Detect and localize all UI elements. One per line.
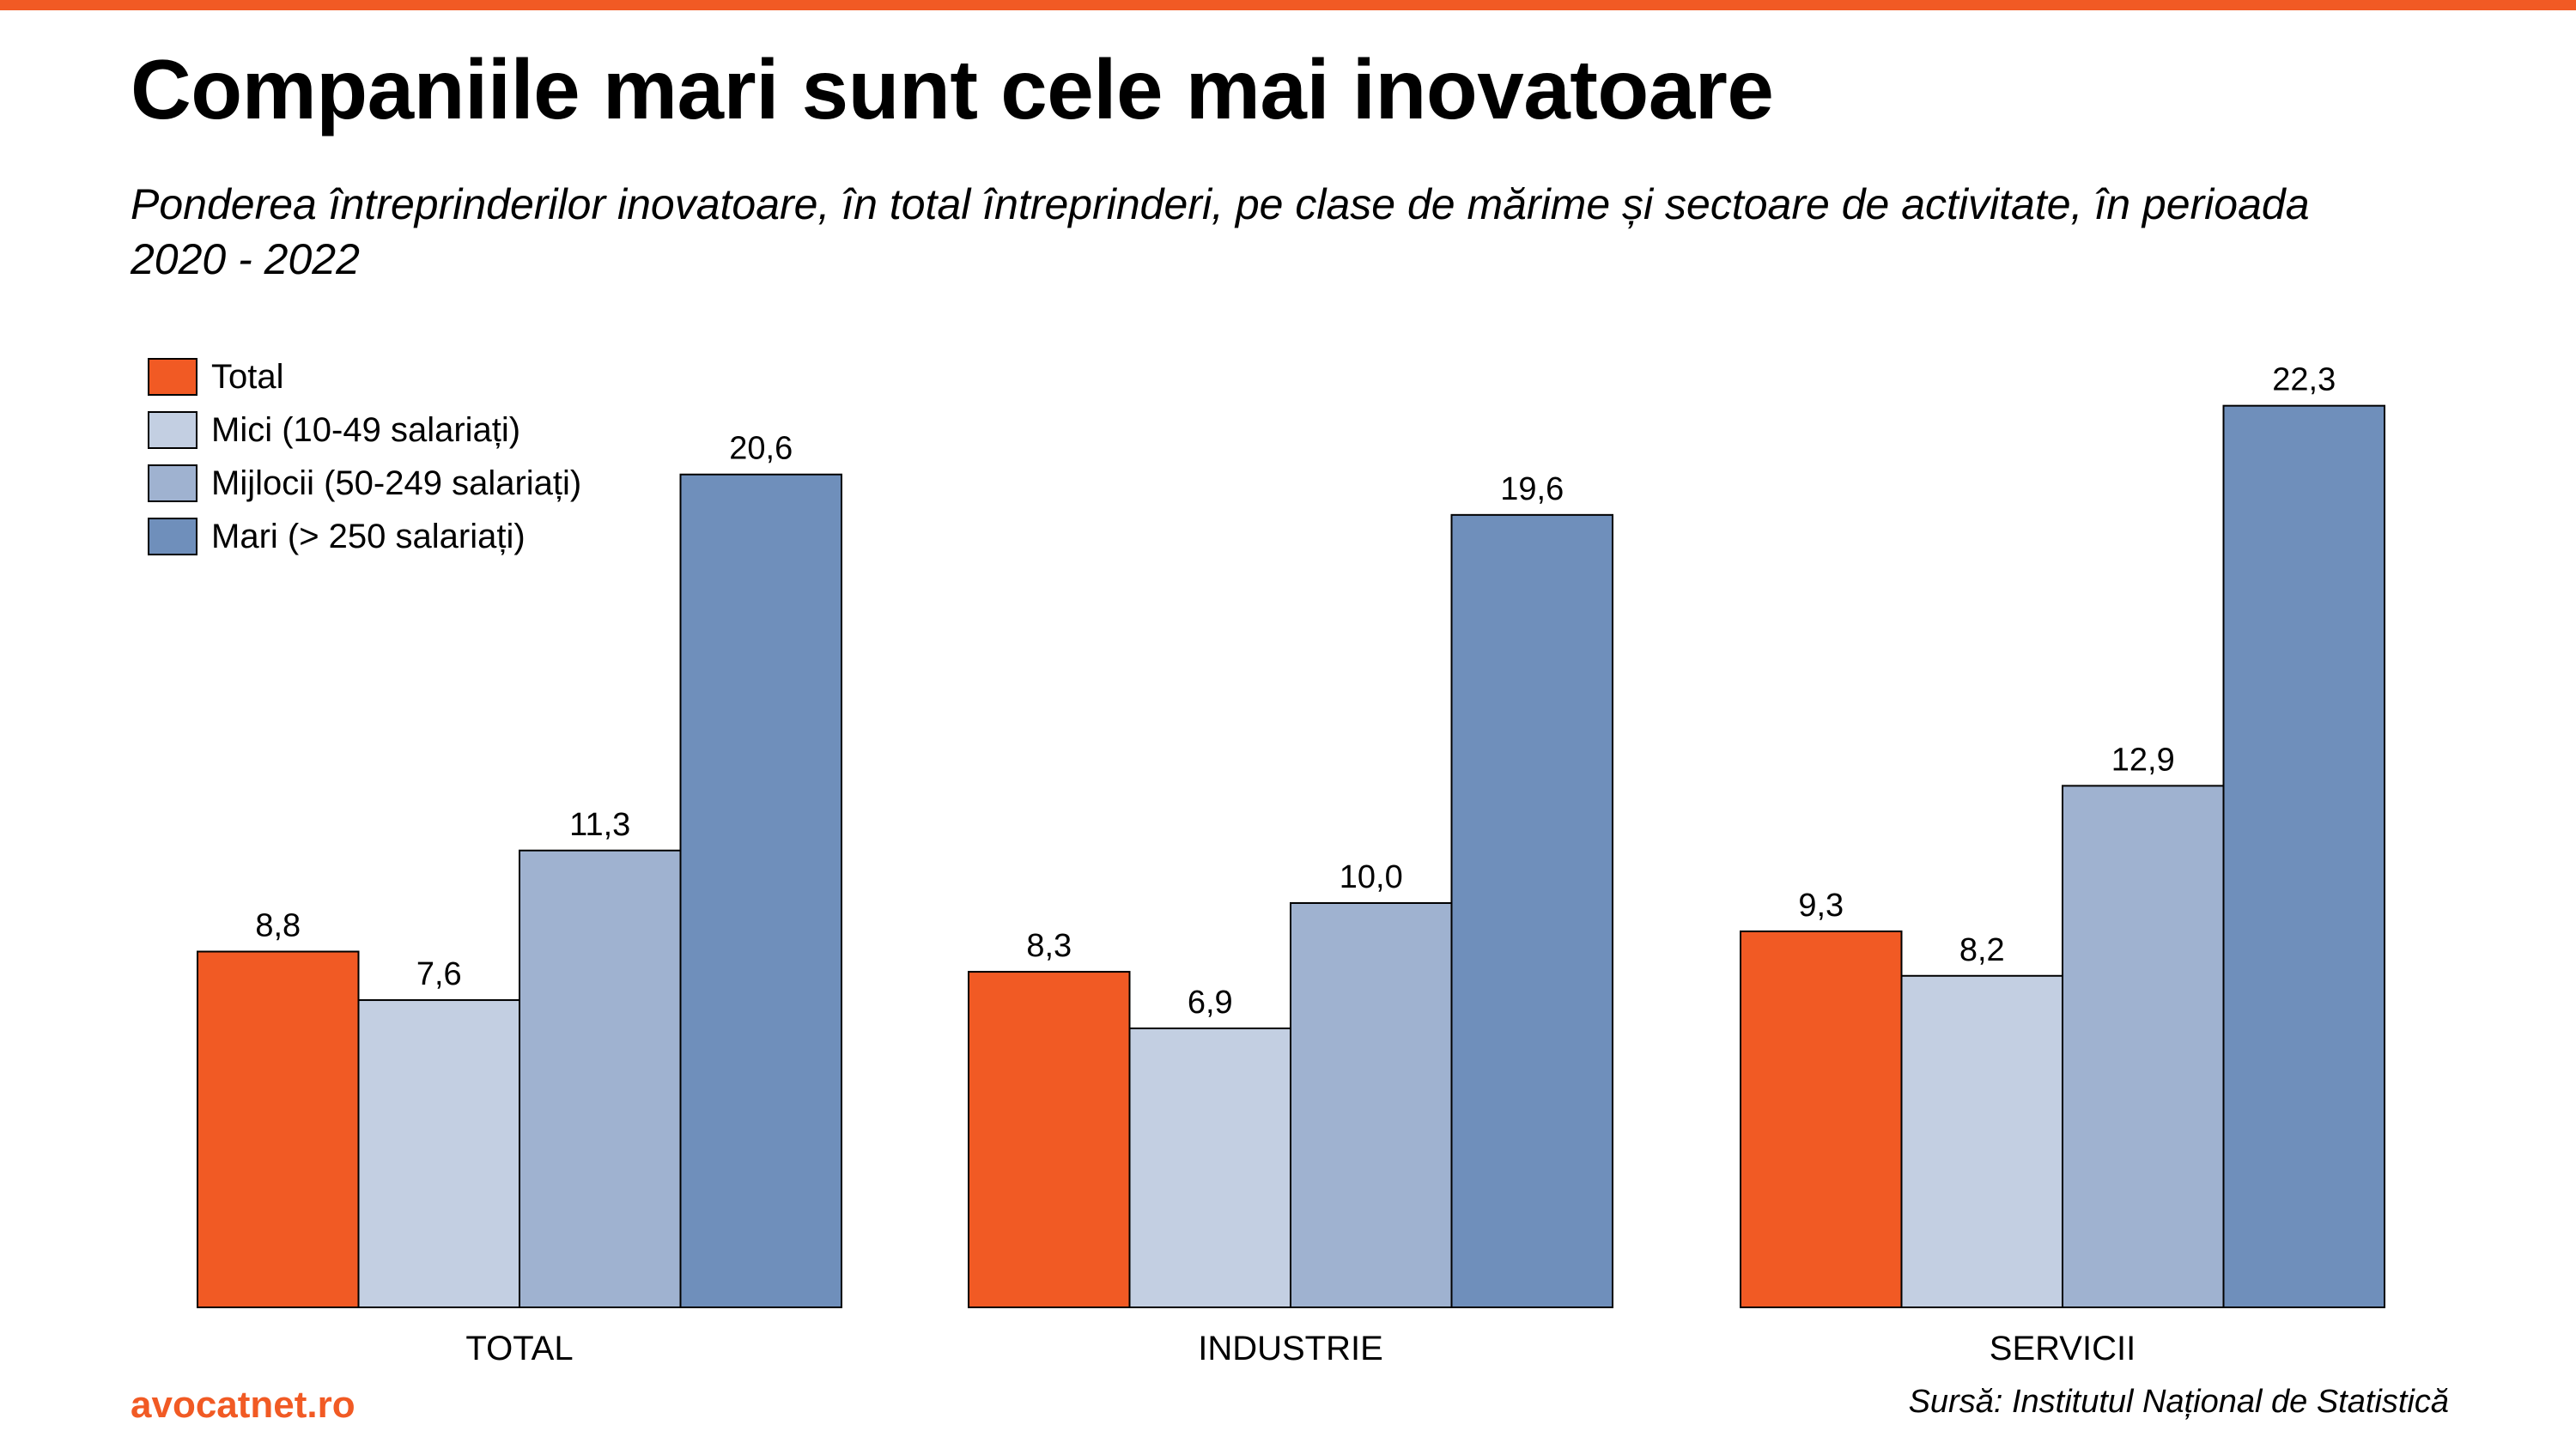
bar-servicii-total (1740, 930, 1903, 1308)
bar-total-total (197, 950, 360, 1309)
data-label-total-mijlocii: 11,3 (569, 807, 630, 843)
bar-servicii-mari (2222, 404, 2385, 1308)
data-label-total-mari: 20,6 (729, 431, 793, 467)
data-label-industrie-total: 8,3 (1026, 928, 1072, 964)
legend-swatch-mijlocii (148, 464, 197, 502)
source-note: Sursă: Institutul Național de Statistică (1908, 1384, 2449, 1420)
legend-label-mici: Mici (10-49 salariați) (211, 411, 521, 449)
data-label-servicii-mari: 22,3 (2272, 362, 2336, 398)
legend-item-mari: Mari (> 250 salariați) (148, 510, 581, 563)
chart-legend: Total Mici (10-49 salariați) Mijlocii (5… (148, 350, 581, 563)
legend-label-mijlocii: Mijlocii (50-249 salariați) (211, 464, 582, 502)
bar-industrie-mijlocii (1290, 902, 1453, 1308)
legend-swatch-mari (148, 518, 197, 555)
data-label-servicii-total: 9,3 (1798, 888, 1844, 924)
legend-swatch-mici (148, 411, 197, 449)
bar-servicii-mici (1900, 974, 2063, 1309)
bar-industrie-mari (1450, 513, 1613, 1308)
data-label-total-total: 8,8 (255, 908, 301, 944)
data-label-servicii-mici: 8,2 (1959, 932, 2005, 968)
category-label-servicii: SERVICII (1990, 1330, 2136, 1367)
data-label-industrie-mici: 6,9 (1188, 985, 1233, 1021)
bar-industrie-mici (1128, 1028, 1291, 1308)
page-subtitle: Ponderea întreprinderilor inovatoare, în… (131, 180, 2310, 283)
legend-item-mijlocii: Mijlocii (50-249 salariați) (148, 457, 581, 510)
data-label-servicii-mijlocii: 12,9 (2111, 742, 2175, 778)
legend-label-mari: Mari (> 250 salariați) (211, 518, 526, 555)
bar-industrie-total (968, 971, 1131, 1308)
data-label-total-mici: 7,6 (416, 956, 462, 992)
category-label-industrie: INDUSTRIE (1198, 1330, 1383, 1367)
bar-total-mari (679, 473, 842, 1308)
top-accent-bar (0, 0, 2576, 10)
bar-total-mici (357, 999, 520, 1309)
legend-swatch-total (148, 358, 197, 396)
data-label-industrie-mari: 19,6 (1500, 471, 1564, 507)
legend-item-mici: Mici (10-49 salariați) (148, 403, 581, 457)
bar-total-mijlocii (519, 849, 682, 1308)
bar-servicii-mijlocii (2062, 785, 2225, 1308)
page-title: Companiile mari sunt cele mai inovatoare (131, 42, 1774, 136)
legend-item-total: Total (148, 350, 581, 403)
category-label-total: TOTAL (465, 1330, 573, 1367)
data-label-industrie-mijlocii: 10,0 (1340, 859, 1403, 895)
legend-label-total: Total (211, 358, 284, 396)
brand-logo-text: avocatnet.ro (131, 1384, 355, 1426)
